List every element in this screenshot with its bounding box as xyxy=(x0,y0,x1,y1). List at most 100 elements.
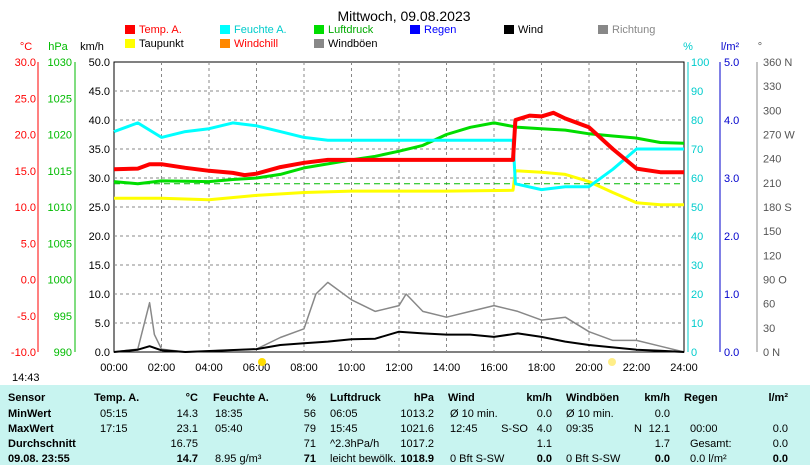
table-cell: Ø 10 min. xyxy=(450,408,498,420)
table-row-label: 09.08. 23:55 xyxy=(8,453,70,465)
axis-tick-label: 40 xyxy=(691,231,703,243)
axis-tick-label: 240 xyxy=(763,154,781,166)
axis-tick-label: 25.0 xyxy=(15,93,36,105)
table-cell: 71 xyxy=(303,453,316,465)
legend-label: Taupunkt xyxy=(139,38,184,50)
x-tick-label: 06:00 xyxy=(243,362,271,374)
axis-tick-label: 210 xyxy=(763,178,781,190)
axis-tick-label: 360 N xyxy=(763,57,792,69)
axis-tick-label: 0 xyxy=(691,347,697,359)
table-cell: 79 xyxy=(303,423,316,435)
axis-tick-label: 0 N xyxy=(763,347,780,359)
x-tick-label: 12:00 xyxy=(385,362,413,374)
table-cell: 12:45 xyxy=(450,423,478,435)
table-cell: 06:05 xyxy=(330,408,358,420)
legend-swatch xyxy=(598,25,608,34)
table-cell: 1018.9 xyxy=(400,453,434,465)
axis-tick-label: 180 S xyxy=(763,202,792,214)
table-cell: 14.3 xyxy=(176,408,198,420)
table-cell: 0 Bft S-SW xyxy=(450,453,505,465)
series-feuchte-a xyxy=(113,121,684,192)
table-cell: 56 xyxy=(303,408,316,420)
axis-tick-label: 5.0 xyxy=(95,318,110,330)
x-tick-label: 04:00 xyxy=(195,362,223,374)
axis-tick-label: 20.0 xyxy=(89,231,110,243)
axis-tick-label: 150 xyxy=(763,226,781,238)
table-cell: leicht bewölk. xyxy=(330,453,397,465)
table-header: km/h xyxy=(526,392,552,404)
legend-label: Windchill xyxy=(234,38,278,50)
axis-tick-label: 0.0 xyxy=(95,347,110,359)
table-cell: ^2.3hPa/h xyxy=(330,438,380,450)
sunrise-marker xyxy=(258,358,266,366)
table-cell: 1021.6 xyxy=(400,423,434,435)
series-taupunkt xyxy=(114,169,684,207)
table-cell: 00:00 xyxy=(690,423,718,435)
axis-unit: °C xyxy=(20,41,32,53)
table-header: Sensor xyxy=(8,392,46,404)
table-header: Windböen xyxy=(566,392,620,404)
axis-tick-label: 2.0 xyxy=(724,231,739,243)
series-wind xyxy=(113,330,685,353)
legend-label: Wind xyxy=(518,24,543,36)
axis-unit: km/h xyxy=(80,41,104,53)
table-cell: 16.75 xyxy=(170,438,198,450)
table-cell: 1013.2 xyxy=(400,408,434,420)
table-cell: N xyxy=(634,423,642,435)
axis-tick-label: 30.0 xyxy=(15,57,36,69)
legend: Temp. A. Feuchte A. Luftdruck Regen Wind Rich… xyxy=(125,24,655,50)
table-cell: 05:15 xyxy=(100,408,128,420)
legend-label: Luftdruck xyxy=(328,24,374,36)
table-header: km/h xyxy=(644,392,670,404)
grid xyxy=(113,61,685,353)
table-header: hPa xyxy=(413,392,434,404)
table-cell: 15:45 xyxy=(330,423,358,435)
legend-swatch xyxy=(314,39,324,48)
table-cell: 18:35 xyxy=(215,408,243,420)
legend-label: Temp. A. xyxy=(139,24,182,36)
sunset-marker xyxy=(608,358,616,366)
table-cell: 0.0 xyxy=(536,453,552,465)
table-cell: 05:40 xyxy=(215,423,243,435)
x-tick-label: 16:00 xyxy=(480,362,508,374)
axis-tick-label: 5.0 xyxy=(21,238,36,250)
table-row-label: MinWert xyxy=(8,408,52,420)
legend-swatch xyxy=(125,25,135,34)
table-cell: 0.0 xyxy=(536,408,552,420)
table-cell: 23.1 xyxy=(176,423,198,435)
table-cell: 4.0 xyxy=(536,423,552,435)
axis-tick-label: 40.0 xyxy=(89,115,110,127)
series-group xyxy=(113,110,685,353)
table-header: Wind xyxy=(448,392,475,404)
table-cell: 0.0 xyxy=(772,438,788,450)
table-header: Temp. A. xyxy=(94,392,140,404)
x-tick-label: 22:00 xyxy=(623,362,651,374)
axis-tick-label: 990 xyxy=(54,347,72,359)
table-header: Luftdruck xyxy=(330,392,381,404)
axis-tick-label: 10.0 xyxy=(89,289,110,301)
axis-tick-label: 1015 xyxy=(48,166,72,178)
axis-tick-label: 30 xyxy=(691,260,703,272)
table-cell: Ø 10 min. xyxy=(566,408,614,420)
axis-tick-label: 5.0 xyxy=(724,57,739,69)
axis-tick-label: 30.0 xyxy=(89,173,110,185)
x-tick-label: 24:00 xyxy=(670,362,698,374)
weather-chart: Mittwoch, 09.08.2023 Temp. A. Feuchte A. L… xyxy=(11,8,795,384)
axis-tick-label: 4.0 xyxy=(724,115,739,127)
axis-tick-label: 1030 xyxy=(48,57,72,69)
x-tick-label: 08:00 xyxy=(290,362,318,374)
table-header: l/m² xyxy=(768,392,788,404)
table-cell: 1.1 xyxy=(536,438,552,450)
axis-tick-label: 0.0 xyxy=(21,275,36,287)
table-cell: 0.0 xyxy=(772,453,788,465)
axes-labels: °C 30.0 25.0 20.0 15.0 10.0 5.0 0.0 -5.0 -10.0 hPa… xyxy=(11,41,795,359)
axis-unit: ° xyxy=(758,41,762,53)
axis-tick-label: 1020 xyxy=(48,130,72,142)
axis-tick-label: 70 xyxy=(691,144,703,156)
table-row-label: Durchschnitt xyxy=(8,438,76,450)
axis-tick-label: 270 W xyxy=(763,130,795,142)
axis-tick-label: 60 xyxy=(763,299,775,311)
axis-tick-label: 10.0 xyxy=(15,202,36,214)
axis-tick-label: 50 xyxy=(691,202,703,214)
legend-swatch xyxy=(125,39,135,48)
